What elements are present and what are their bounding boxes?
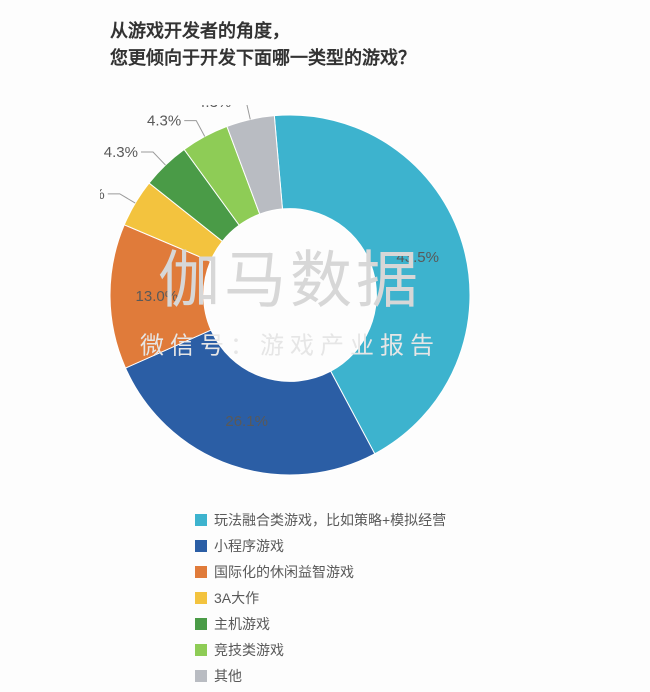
slice-pct-label: 26.1% (225, 413, 268, 430)
legend-item: 玩法融合类游戏，比如策略+模拟经营 (195, 510, 446, 530)
leader-line (234, 105, 250, 119)
legend-swatch (195, 540, 207, 552)
legend-swatch (195, 670, 207, 682)
legend-item: 3A大作 (195, 588, 446, 608)
legend-label: 玩法融合类游戏，比如策略+模拟经营 (214, 510, 446, 530)
legend-item: 国际化的休闲益智游戏 (195, 562, 446, 582)
slice-pct-label: 43.5% (396, 249, 439, 266)
slice-pct-label: 4.3% (147, 113, 181, 130)
legend-label: 3A大作 (214, 588, 259, 608)
legend-item: 竞技类游戏 (195, 640, 446, 660)
legend-label: 小程序游戏 (214, 536, 284, 556)
legend: 玩法融合类游戏，比如策略+模拟经营小程序游戏国际化的休闲益智游戏 3A大作主机游戏… (195, 510, 446, 692)
slice-pct-label: 4.3% (100, 186, 105, 203)
chart-title: 从游戏开发者的角度， 您更倾向于开发下面哪一类型的游戏？ (110, 18, 416, 72)
legend-swatch (195, 592, 207, 604)
legend-swatch (195, 618, 207, 630)
slice-pct-label: 4.3% (104, 144, 138, 161)
legend-label: 其他 (214, 666, 242, 686)
legend-swatch (195, 644, 207, 656)
slice-pct-label: 4.3% (197, 105, 231, 111)
leader-line (108, 194, 135, 203)
legend-label: 竞技类游戏 (214, 640, 284, 660)
slice-pct-label: 13.0% (136, 288, 179, 305)
chart-title-line1: 从游戏开发者的角度， (110, 18, 416, 45)
chart-title-line2: 您更倾向于开发下面哪一类型的游戏？ (110, 45, 416, 72)
legend-item: 其他 (195, 666, 446, 686)
leader-line (141, 152, 165, 165)
legend-item: 主机游戏 (195, 614, 446, 634)
legend-swatch (195, 514, 207, 526)
legend-swatch (195, 566, 207, 578)
legend-label: 国际化的休闲益智游戏 (214, 562, 354, 582)
legend-item: 小程序游戏 (195, 536, 446, 556)
leader-line (184, 121, 205, 137)
donut-chart: 43.5%26.1%13.0%4.3%4.3%4.3%4.3% 伽马数据 微信号… (100, 105, 480, 485)
legend-label: 主机游戏 (214, 614, 270, 634)
